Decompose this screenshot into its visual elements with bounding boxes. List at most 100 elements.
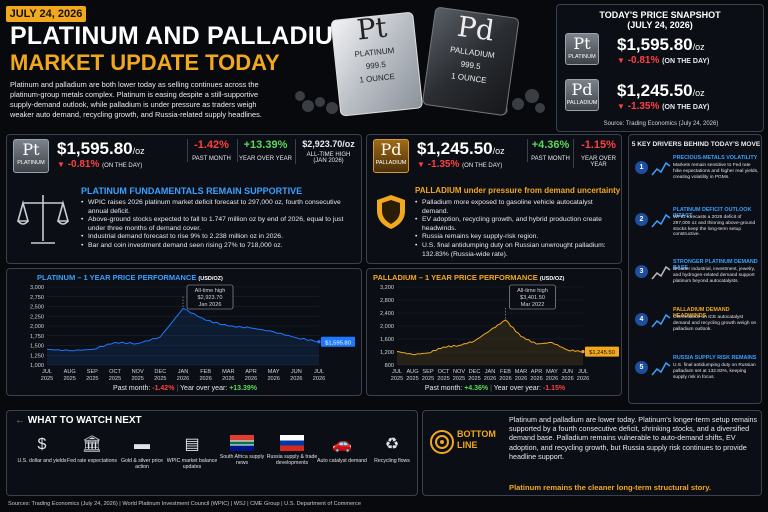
pd-chart-yoy-label: Year over year: — [493, 385, 541, 392]
snapshot-date: (JULY 24, 2026) — [627, 20, 693, 30]
bottom-line-panel: BOTTOM LINE Platinum and palladium are lo… — [422, 410, 762, 496]
pd-bullet: Russia remains key supply-risk region. — [415, 233, 619, 242]
pd-name: PALLADIUM — [375, 160, 407, 166]
russia-flag-icon — [280, 435, 304, 451]
x-tick-year: 2025 — [131, 376, 143, 382]
south-africa-flag-icon — [230, 435, 254, 451]
x-tick-label: FEB — [500, 369, 511, 375]
annotation-box — [509, 284, 556, 310]
snapshot-pd-price: $1,245.50 — [617, 81, 693, 100]
x-tick-year: 2025 — [86, 376, 98, 382]
pt-chart-title-row: PLATINUM – 1 YEAR PRICE PERFORMANCE (USD… — [37, 273, 223, 282]
x-tick-year: 2025 — [63, 376, 75, 382]
snapshot-pt-symbol: Pt PLATINUM — [565, 33, 599, 65]
drivers-title: 5 KEY DRIVERS BEHIND TODAY'S MOVE — [631, 141, 761, 148]
pd-chart-yoy: -1.15% — [542, 385, 566, 392]
pd-yoy-value: -1.15% — [581, 139, 616, 151]
x-tick-year: 2025 — [154, 376, 166, 382]
pd-symbol: Pd PALLADIUM — [373, 139, 409, 173]
y-tick-label: 3,000 — [30, 285, 44, 291]
report-icon: ▤ — [184, 436, 200, 453]
watch-item-label: South Africa supply news — [219, 454, 265, 466]
x-tick-year: 2025 — [468, 376, 480, 382]
drivers-panel: 5 KEY DRIVERS BEHIND TODAY'S MOVE 1 PRECI… — [628, 134, 762, 404]
x-tick-year: 2026 — [177, 376, 189, 382]
intro-text: Platinum and palladium are both lower to… — [10, 80, 262, 119]
end-label: $1,595.80 — [325, 340, 351, 346]
x-tick-label: NOV — [132, 369, 144, 375]
x-tick-label: MAR — [222, 369, 234, 375]
pt-element: Pt — [22, 140, 40, 159]
hero-pt-symbol: Pt — [355, 10, 389, 47]
driver-chart-icon — [651, 213, 671, 228]
pt-change-row: ▼ -0.81% (ON THE DAY) — [57, 159, 142, 170]
y-tick-label: 2,000 — [30, 324, 44, 330]
gold-silver-icon: ▬ — [134, 436, 150, 453]
x-tick-year: 2026 — [245, 376, 257, 382]
pt-yoy-value: +13.39% — [243, 139, 288, 151]
watch-panel: ← WHAT TO WATCH NEXT $ U.S. dollar and yi… — [6, 410, 418, 496]
y-tick-label: 2,750 — [30, 295, 44, 301]
palladium-chart-panel: PALLADIUM – 1 YEAR PRICE PERFORMANCE (US… — [366, 268, 622, 396]
x-tick-year: 2026 — [222, 376, 234, 382]
x-tick-year: 2025 — [109, 376, 121, 382]
watch-title-row: ← WHAT TO WATCH NEXT — [15, 415, 142, 426]
platinum-panel: Pt PLATINUM $1,595.80/oz ▼ -0.81% (ON THE… — [6, 134, 362, 264]
pd-change-row: ▼ -1.35% (ON THE DAY) — [417, 159, 502, 170]
pt-ath-label: ALL-TIME HIGH — [306, 152, 351, 158]
x-tick-label: SEP — [422, 369, 433, 375]
platinum-chart: 1,000 1,250 1,500 1,750 2,000 2,250 2,500 2,750… — [30, 284, 355, 382]
annotation-box — [186, 284, 234, 310]
watch-item: 🏛 Fed rate expectations — [65, 435, 119, 464]
x-tick-year: 2025 — [453, 376, 465, 382]
snapshot-pt-unit: /oz — [692, 42, 705, 52]
snapshot-pd-change: -1.35% — [627, 101, 660, 112]
watch-item-label: WPIC market balance updates — [166, 458, 218, 470]
snapshot-pt-note: (ON THE DAY) — [662, 58, 710, 65]
y-tick-label: 3,200 — [380, 285, 394, 291]
driver-number: 1 — [635, 161, 648, 174]
x-tick-label: MAY — [546, 369, 558, 375]
price-snapshot-panel: TODAY'S PRICE SNAPSHOT (JULY 24, 2026) Pt… — [556, 4, 764, 132]
x-tick-year: 2025 — [406, 376, 418, 382]
watch-item: ▬ Gold & silver price action — [115, 435, 169, 470]
x-tick-label: APR — [245, 369, 257, 375]
y-tick-label: 1,250 — [30, 353, 44, 359]
y-tick-label: 2,500 — [30, 305, 44, 311]
y-tick-label: 2,800 — [380, 298, 394, 304]
palladium-panel: Pd PALLADIUM $1,245.50/oz ▼ -1.35% (ON TH… — [366, 134, 622, 264]
pt-chart-unit: (USD/OZ) — [198, 276, 223, 282]
x-tick-label: MAR — [515, 369, 527, 375]
x-tick-label: MAY — [268, 369, 280, 375]
fed-building-icon: 🏛 — [81, 436, 103, 453]
series-line — [396, 319, 584, 356]
pd-chart-past-month: +4.36% — [464, 385, 489, 392]
pd-day-change: -1.35% — [427, 159, 460, 170]
y-tick-label: 1,000 — [30, 363, 44, 369]
bottom-line-label1: BOTTOM — [457, 429, 496, 439]
pd-chart-past-month-label: Past month: — [424, 385, 463, 392]
pd-bullet: EV adoption, recycling growth, and hybri… — [415, 216, 619, 233]
pd-price: $1,245.50 — [417, 139, 493, 158]
hero-pt-text: Pt PLATINUM 999.5 1 OUNCE — [335, 10, 414, 86]
y-tick-label: 2,000 — [380, 324, 394, 330]
x-tick-label: APR — [531, 369, 543, 375]
driver-title: STRONGER PLATINUM DEMAND BASE — [673, 259, 758, 271]
snapshot-pd-name: PALLADIUM — [566, 100, 598, 106]
sources-footer: Sources: Trading Economics (July 24, 202… — [8, 501, 361, 507]
driver-number: 4 — [635, 313, 648, 326]
pt-name: PLATINUM — [17, 160, 45, 166]
pt-chart-yoy: +13.39% — [229, 385, 258, 392]
annotation-label: All-time high — [195, 288, 226, 294]
bottom-line-label2: LINE — [457, 440, 478, 450]
x-tick-year: 2026 — [515, 376, 527, 382]
annotation-label: All-time high — [517, 288, 548, 294]
driver-number: 5 — [635, 361, 648, 374]
snapshot-pt-name: PLATINUM — [568, 54, 596, 60]
x-tick-label: AUG — [406, 369, 418, 375]
pt-day-change: -0.81% — [67, 159, 100, 170]
snapshot-pd-element: Pd — [571, 80, 593, 99]
snapshot-pd-price-row: $1,245.50/oz — [617, 81, 705, 101]
x-tick-label: DEC — [469, 369, 481, 375]
watch-item: ▤ WPIC market balance updates — [165, 435, 219, 470]
